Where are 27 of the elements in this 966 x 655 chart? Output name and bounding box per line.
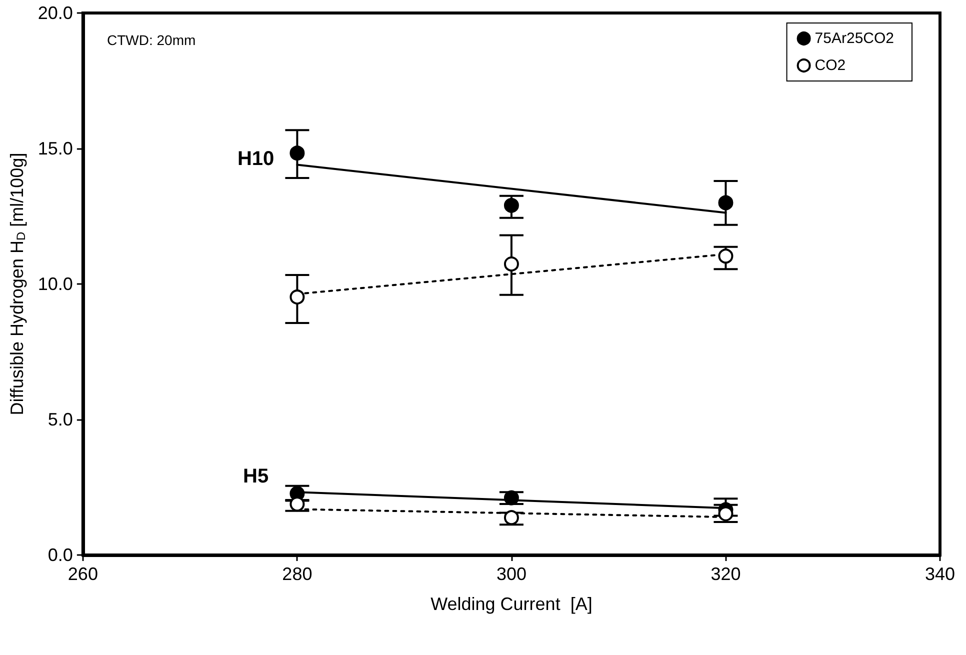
x-tick-label: 260: [68, 564, 98, 584]
x-tick-label: 300: [496, 564, 526, 584]
point: [504, 256, 519, 272]
point: [290, 496, 305, 512]
annotation: H5: [242, 465, 269, 488]
annotation: CTWD: 20mm: [107, 32, 196, 48]
legend-label: 75Ar25CO2: [814, 30, 894, 47]
point: [290, 146, 305, 161]
x-tick-label: 280: [282, 564, 312, 584]
x-tick-label: 320: [710, 564, 741, 584]
point: [718, 506, 734, 522]
point: [718, 248, 734, 264]
point: [718, 195, 734, 210]
x-tick-label: 340: [924, 564, 956, 584]
legend-label: CO2: [814, 57, 846, 74]
x-axis-title: Welding Current [A]: [430, 594, 592, 614]
point: [504, 490, 519, 506]
point: [290, 290, 305, 305]
annotation: H10: [237, 148, 274, 170]
y-tick-label: 10.0: [38, 274, 73, 294]
y-tick-label: 0.0: [48, 545, 73, 565]
point: [504, 198, 519, 213]
y-tick-label: 15.0: [38, 138, 73, 158]
y-tick-label: 5.0: [48, 410, 73, 430]
point: [504, 510, 519, 526]
y-axis-title: Diffusible Hydrogen HD [ml/100g]: [7, 152, 28, 416]
y-tick-label: 20.0: [38, 3, 73, 23]
